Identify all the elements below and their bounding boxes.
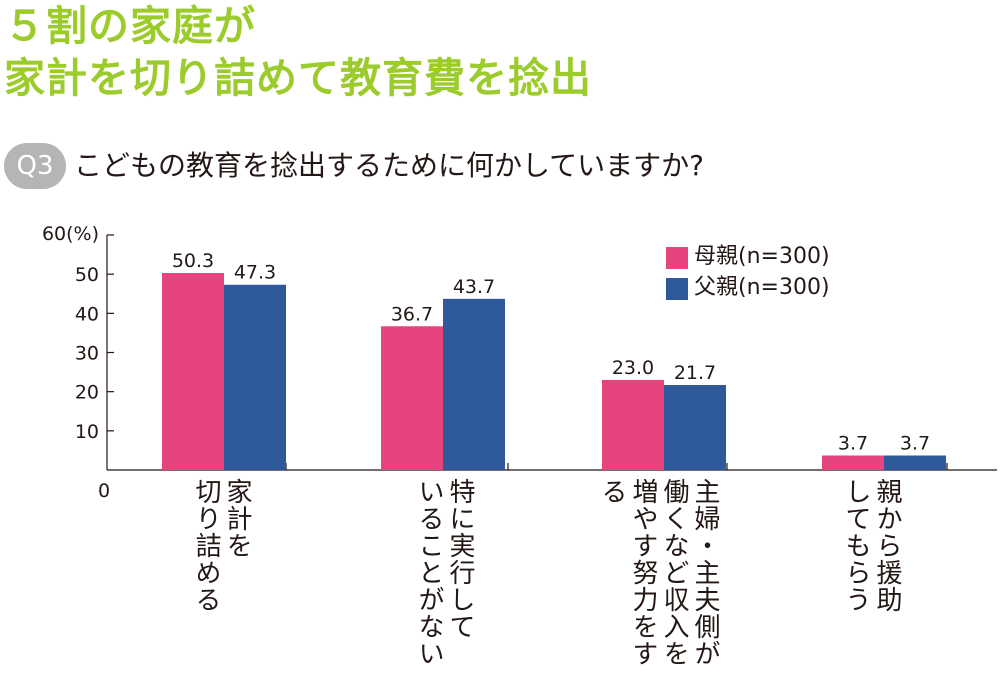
data-label-father-2: 43.7: [453, 276, 495, 298]
y-tick-label: 0: [98, 480, 110, 502]
category-label-3: 主婦・主夫側が 働くなど収入を 増やす努力をする: [597, 478, 720, 667]
data-label-father-1: 47.3: [234, 262, 276, 284]
bar-father-3: [664, 385, 726, 470]
y-tick-label: 20: [75, 382, 99, 404]
category-label-1: 家計を 切り詰める: [191, 478, 252, 613]
legend-label-mother: 母親(n=300): [694, 244, 830, 269]
legend-label-father: 父親(n=300): [694, 275, 830, 300]
y-tick-label: 50: [75, 264, 99, 286]
bar-mother-3: [602, 379, 664, 470]
data-label-mother-4: 3.7: [838, 433, 868, 455]
data-label-father-4: 3.7: [900, 433, 930, 455]
y-tick-label: 10: [75, 421, 99, 443]
category-label-2: 特に実行して いることがない: [414, 478, 475, 667]
headline-line-2: 家計を切り詰めて教育費を捻出: [4, 54, 592, 102]
data-label-father-3: 21.7: [674, 362, 716, 384]
question-text: こどもの教育を捻出するために何かしていますか?: [74, 149, 705, 182]
legend-swatch-father: [666, 278, 688, 300]
y-tick-label: 30: [75, 343, 99, 365]
bar-father-4: [884, 455, 946, 470]
bar-father-1: [224, 284, 286, 470]
category-label-4: 親から援助 してもらう: [841, 478, 902, 613]
bar-mother-4: [822, 455, 884, 470]
question-badge: Q3: [4, 143, 66, 189]
legend-swatch-mother: [666, 247, 688, 269]
headline: ５割の家庭が 家計を切り詰めて教育費を捻出: [4, 0, 592, 104]
data-label-mother-3: 23.0: [612, 357, 654, 379]
bar-mother-1: [162, 272, 224, 470]
data-label-mother-2: 36.7: [391, 303, 433, 325]
y-tick-label: 40: [75, 303, 99, 325]
y-tick-label: 60(%): [42, 223, 99, 245]
bar-mother-2: [381, 326, 443, 470]
bar-father-2: [443, 298, 505, 470]
data-label-mother-1: 50.3: [172, 250, 214, 272]
headline-line-1: ５割の家庭が: [4, 2, 256, 50]
